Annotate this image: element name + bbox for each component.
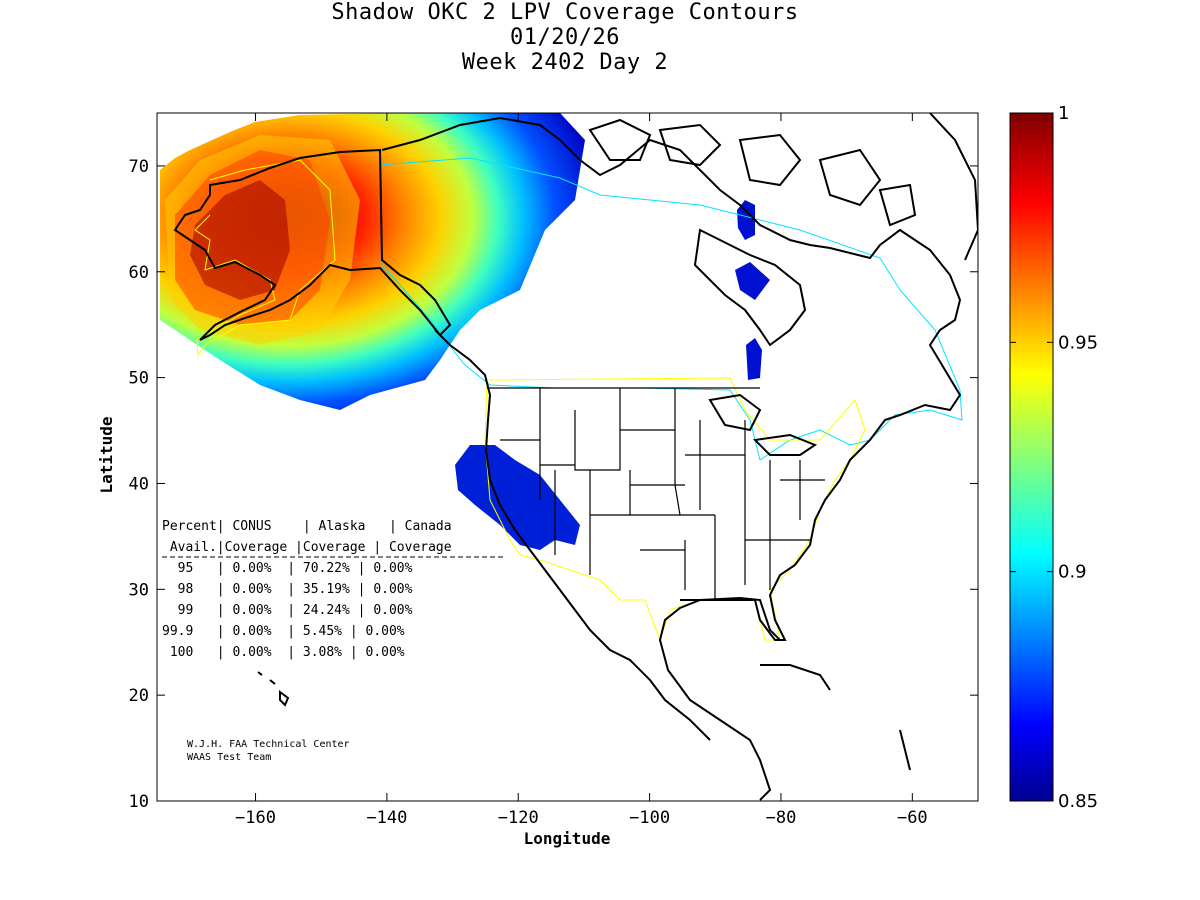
- colorbar-label: 0.95: [1058, 332, 1098, 353]
- x-tick-label: −120: [498, 808, 539, 828]
- table-row: 98 | 0.00% | 35.19% | 0.00%: [162, 582, 413, 597]
- ontario-patch: [746, 338, 762, 380]
- credit-line-2: WAAS Test Team: [187, 752, 271, 763]
- x-tick-label: −140: [366, 808, 407, 828]
- table-header-1: Percent| CONUS | Alaska | Canada: [162, 519, 452, 534]
- colorbar: [1009, 112, 1054, 802]
- hudson-bay-patch: [735, 262, 770, 300]
- credit-line-1: W.J.H. FAA Technical Center: [187, 739, 350, 750]
- title-block: Shadow OKC 2 LPV Coverage Contours 01/20…: [0, 0, 1130, 75]
- alaska-boundary: [194, 159, 336, 357]
- x-tick-label: −80: [766, 808, 797, 828]
- x-tick-label: −100: [629, 808, 670, 828]
- table-row: 100 | 0.00% | 3.08% | 0.00%: [162, 645, 405, 660]
- y-tick-label: 20: [129, 686, 149, 706]
- y-tick-label: 30: [129, 580, 149, 600]
- y-tick-label: 10: [129, 792, 149, 812]
- table-row: 95 | 0.00% | 70.22% | 0.00%: [162, 561, 413, 576]
- y-axis-label: Latitude: [97, 416, 116, 493]
- canada-boundary: [379, 157, 963, 461]
- colorbar-label: 0.9: [1058, 562, 1087, 583]
- table-header-2: Avail.|Coverage |Coverage | Coverage: [162, 540, 452, 555]
- table-row: 99 | 0.00% | 24.24% | 0.00%: [162, 603, 413, 618]
- x-tick-label: −160: [235, 808, 276, 828]
- hudson-patch: [737, 200, 755, 240]
- state-borders: [487, 387, 825, 600]
- y-tick-label: 60: [129, 263, 149, 283]
- contour-band-100: [190, 180, 290, 300]
- chart-title: Shadow OKC 2 LPV Coverage Contours: [331, 0, 799, 25]
- coastlines: [173, 113, 978, 801]
- plot-frame: [156, 112, 979, 802]
- x-axis-label: Longitude: [524, 829, 611, 848]
- chart-date: 01/20/26: [510, 25, 620, 50]
- west-coast-patch: [455, 445, 580, 550]
- colorbar-label: 0.85: [1058, 791, 1098, 812]
- y-tick-label: 40: [129, 474, 149, 494]
- chart-week: Week 2402 Day 2: [461, 50, 669, 75]
- x-tick-label: −60: [897, 808, 928, 828]
- y-tick-label: 70: [129, 157, 149, 177]
- y-tick-label: 50: [129, 369, 149, 389]
- colorbar-label: 1: [1058, 103, 1069, 124]
- table-row: 99.9 | 0.00% | 5.45% | 0.00%: [162, 624, 405, 639]
